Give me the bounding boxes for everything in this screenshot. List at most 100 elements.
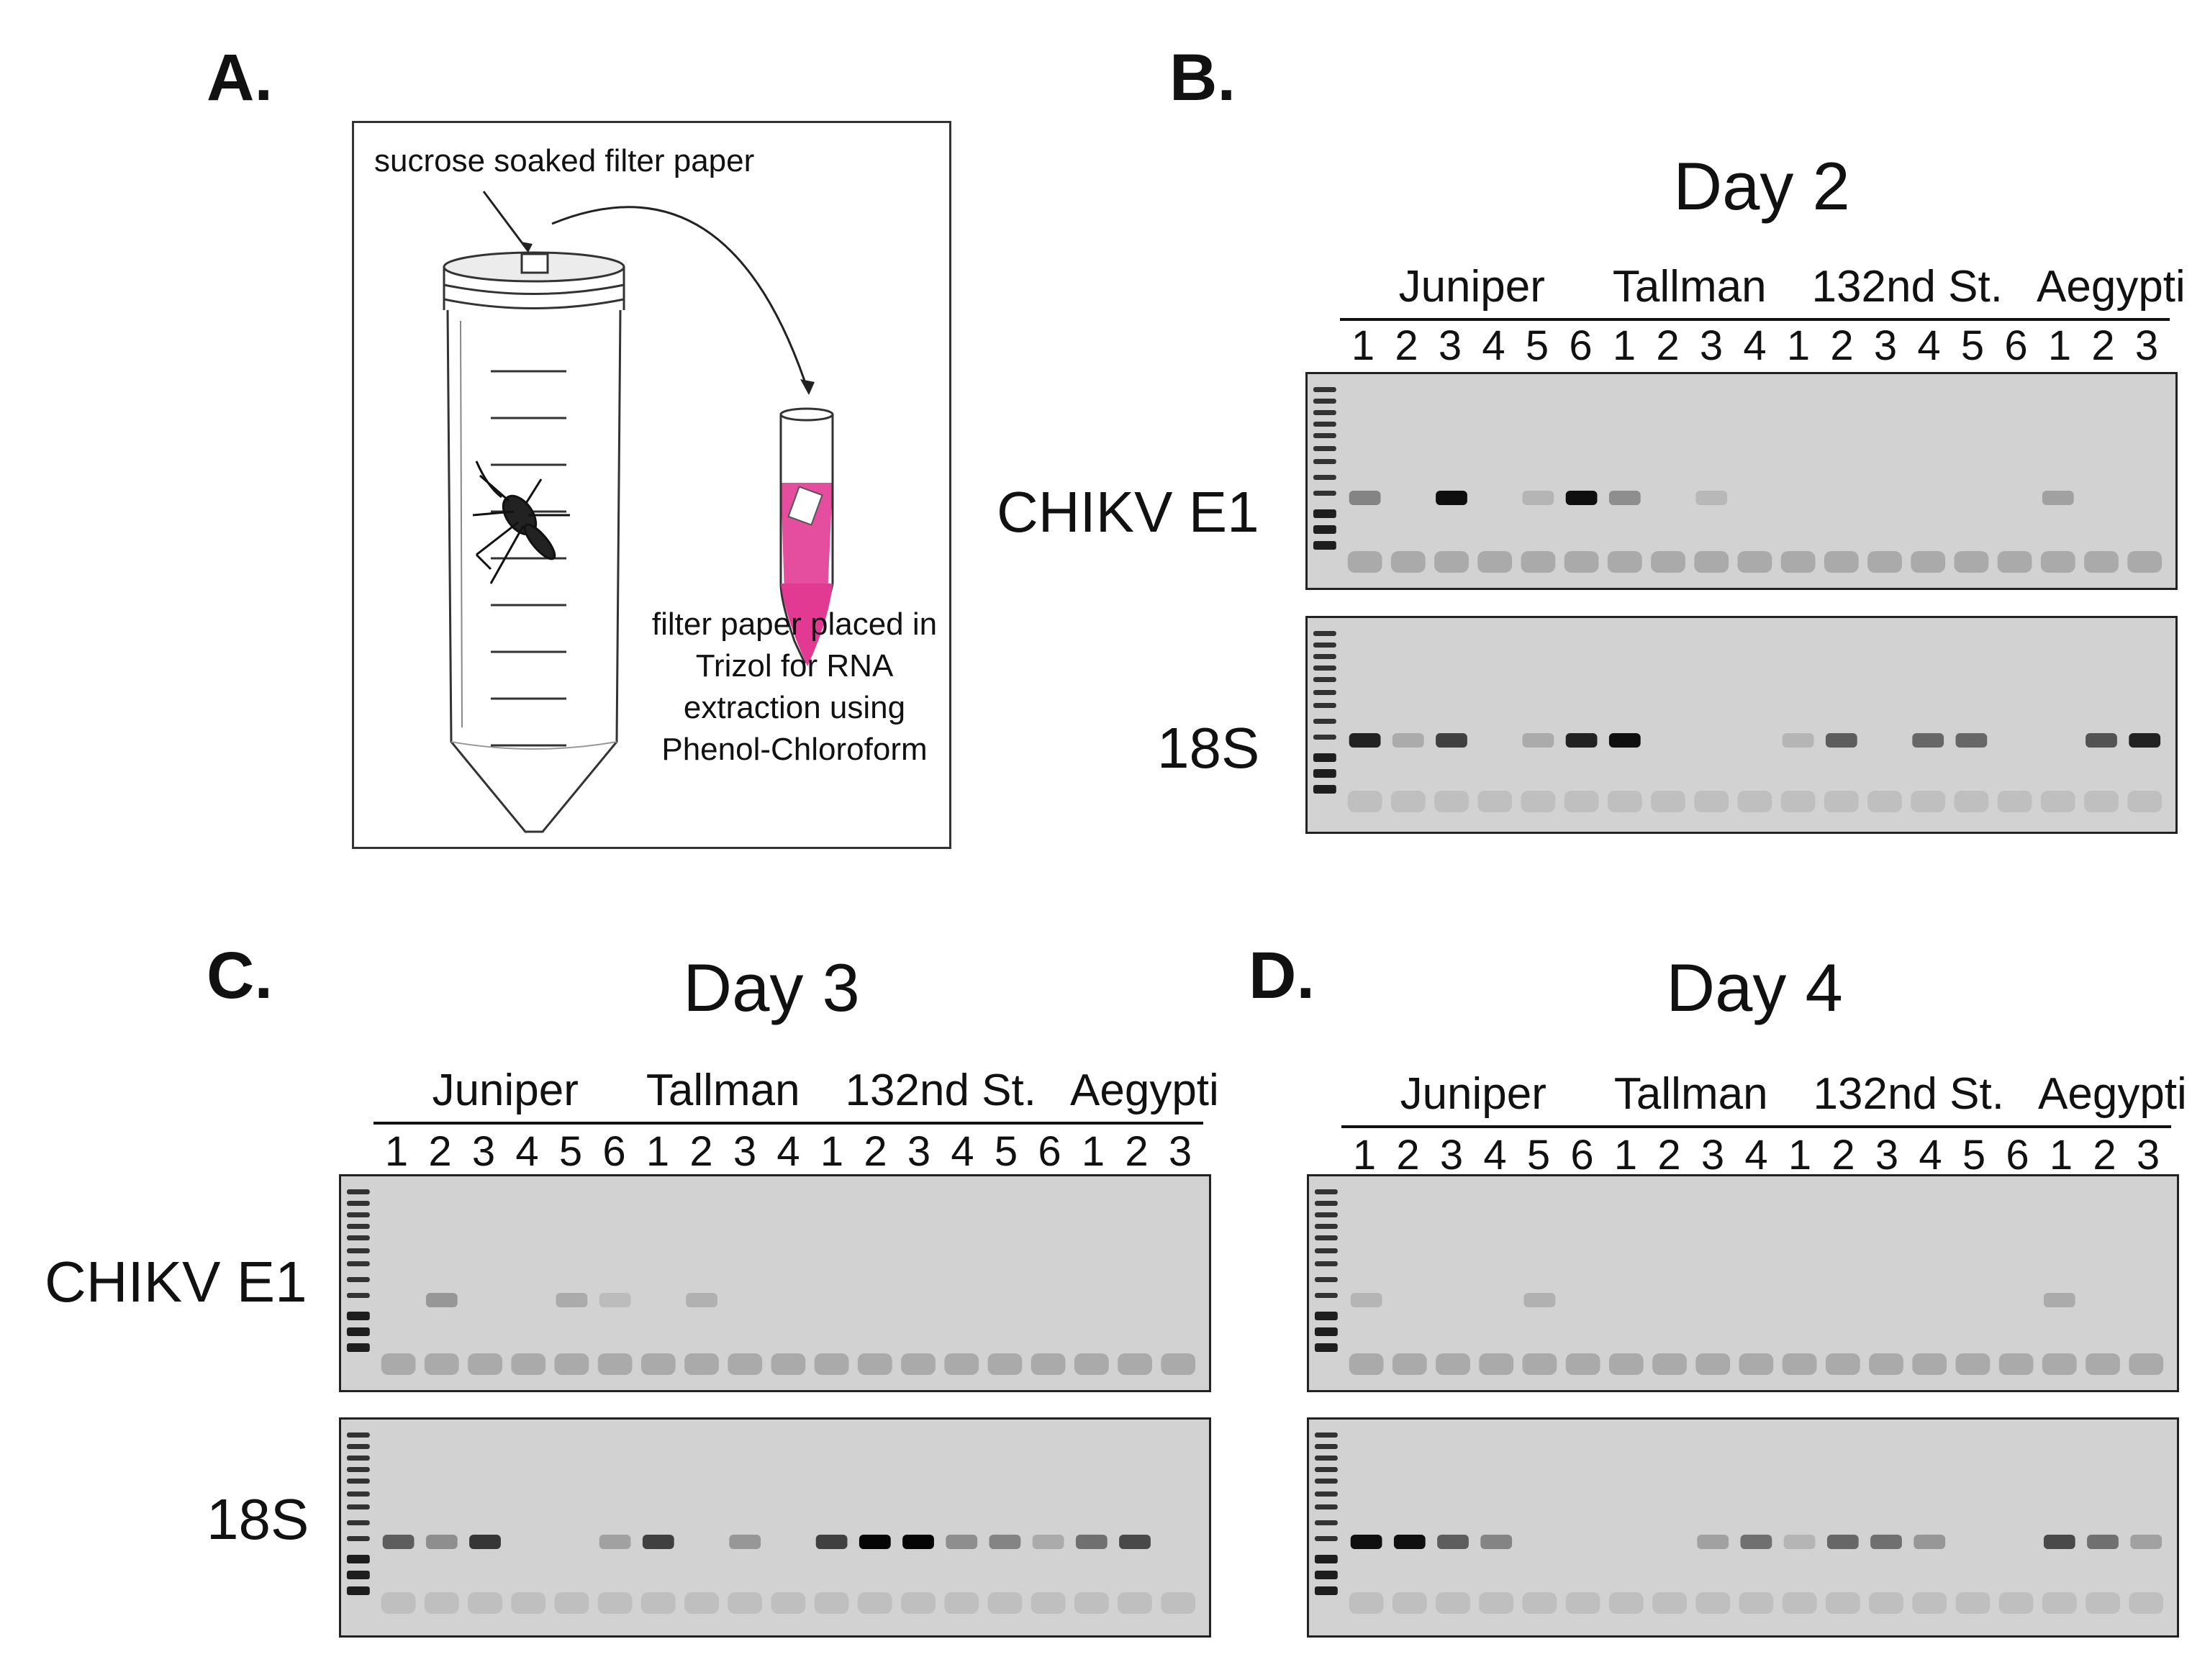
pcr-band	[1782, 733, 1814, 748]
pcr-band	[1914, 1535, 1946, 1549]
ladder-band	[1313, 753, 1336, 762]
lane-group-tallman: Tallman	[1603, 1072, 1780, 1130]
lane-number: 3	[2136, 1132, 2160, 1179]
lane-group-tallman: Tallman	[635, 1068, 812, 1126]
ladder-band	[346, 1504, 370, 1509]
lane-number: 2	[1657, 1132, 1681, 1179]
primer-smear	[511, 1353, 546, 1375]
primer-smear	[1608, 1353, 1644, 1375]
dna-ladder	[1313, 631, 1336, 794]
primer-smear	[1782, 1592, 1817, 1614]
pcr-band	[2043, 1293, 2075, 1307]
primer-smear	[987, 1592, 1023, 1614]
pcr-band	[599, 1535, 631, 1549]
lane-number: 1	[2049, 1132, 2073, 1179]
ladder-band	[1314, 1312, 1338, 1320]
ladder-band	[1314, 1235, 1338, 1240]
ladder-band	[1313, 475, 1336, 480]
primer-smear	[1436, 1592, 1470, 1614]
primer-smear	[684, 1592, 719, 1614]
lane-group-132nd-st: 132nd St.	[809, 1068, 1073, 1126]
lane-group-132nd-st: 132nd St.	[1777, 1072, 2041, 1130]
panel-letter-d: D.	[1249, 939, 1315, 1012]
primer-smear	[381, 1353, 416, 1375]
trizol-caption-line-4: Phenol-Chloroform	[661, 732, 928, 768]
lane-number: 4	[951, 1128, 974, 1175]
group-name: Aegypti	[2037, 262, 2186, 312]
ladder-band	[346, 1212, 370, 1217]
lane-number: 2	[428, 1128, 452, 1175]
ladder-band	[1313, 387, 1336, 392]
pcr-band	[1608, 491, 1641, 505]
group-name: Aegypti	[1070, 1066, 1219, 1115]
ladder-band	[1313, 690, 1336, 695]
pcr-band	[1350, 1535, 1382, 1549]
dna-ladder	[1314, 1189, 1338, 1352]
pcr-band	[1783, 1535, 1816, 1549]
ladder-band	[1314, 1444, 1338, 1449]
pcr-band	[1393, 1535, 1426, 1549]
pcr-band	[1032, 1535, 1064, 1549]
primer-smear	[1998, 1353, 2034, 1375]
ladder-band	[346, 1312, 370, 1320]
day-3-18s-gel	[339, 1417, 1211, 1638]
lane-number: 1	[820, 1128, 844, 1175]
group-name: Tallman	[1612, 262, 1767, 312]
primer-smear	[511, 1592, 546, 1614]
ladder-band	[1313, 719, 1336, 724]
ladder-band	[1314, 1189, 1338, 1194]
group-name: Tallman	[1613, 1069, 1768, 1119]
pcr-band	[1349, 491, 1381, 505]
lane-number: 3	[1873, 322, 1898, 369]
day-4-18s-gel	[1307, 1417, 2179, 1638]
primer-smear	[1074, 1592, 1109, 1614]
pcr-band	[1825, 733, 1857, 748]
ladder-band	[1314, 1261, 1338, 1266]
group-underline	[1340, 318, 1604, 321]
ladder-band	[1313, 541, 1336, 550]
lane-number: 5	[994, 1128, 1018, 1175]
primer-smear	[1161, 1353, 1196, 1375]
primer-smear	[1954, 551, 1989, 573]
lane-number: 4	[1919, 1132, 1942, 1179]
ladder-band	[1313, 422, 1336, 427]
lane-number: 2	[1830, 322, 1854, 369]
lane-number: 1	[1612, 322, 1636, 369]
tube-illustration	[443, 191, 834, 833]
primer-smear	[1824, 551, 1859, 573]
primer-smear	[1911, 791, 1946, 812]
lane-number: 1	[646, 1128, 670, 1175]
group-underline	[1070, 1122, 1203, 1125]
pcr-band	[989, 1535, 1021, 1549]
primer-smear	[771, 1592, 806, 1614]
primer-smear	[2086, 1592, 2120, 1614]
ladder-band	[1313, 410, 1336, 415]
primer-smear	[1825, 1592, 1860, 1614]
lane-number: 4	[776, 1128, 800, 1175]
ladder-band	[1313, 654, 1336, 659]
group-underline	[1601, 318, 1778, 321]
pcr-band	[1565, 733, 1598, 748]
gel-image	[341, 1176, 1209, 1390]
pcr-band	[425, 1535, 458, 1549]
lane-number: 3	[733, 1128, 757, 1175]
ladder-band	[1314, 1536, 1338, 1541]
group-underline	[1603, 1125, 1780, 1128]
primer-smear	[554, 1353, 589, 1375]
ladder-band	[1314, 1571, 1338, 1579]
primer-smear	[1521, 791, 1556, 812]
primer-smear	[987, 1353, 1023, 1375]
dna-ladder	[346, 1189, 370, 1352]
lane-number: 1	[1081, 1128, 1105, 1175]
pcr-band	[1392, 733, 1424, 748]
lane-group-juniper: Juniper	[1341, 1072, 1606, 1130]
ladder-band	[1314, 1224, 1338, 1229]
primer-smear	[1651, 551, 1685, 573]
ladder-band	[1314, 1343, 1338, 1352]
primer-smear	[1911, 551, 1946, 573]
panel-letter-b: B.	[1169, 41, 1236, 114]
lane-number: 6	[1038, 1128, 1061, 1175]
ladder-band	[346, 1444, 370, 1449]
day-2-18s-label: 18S	[1157, 716, 1260, 780]
pcr-band	[1565, 491, 1598, 505]
